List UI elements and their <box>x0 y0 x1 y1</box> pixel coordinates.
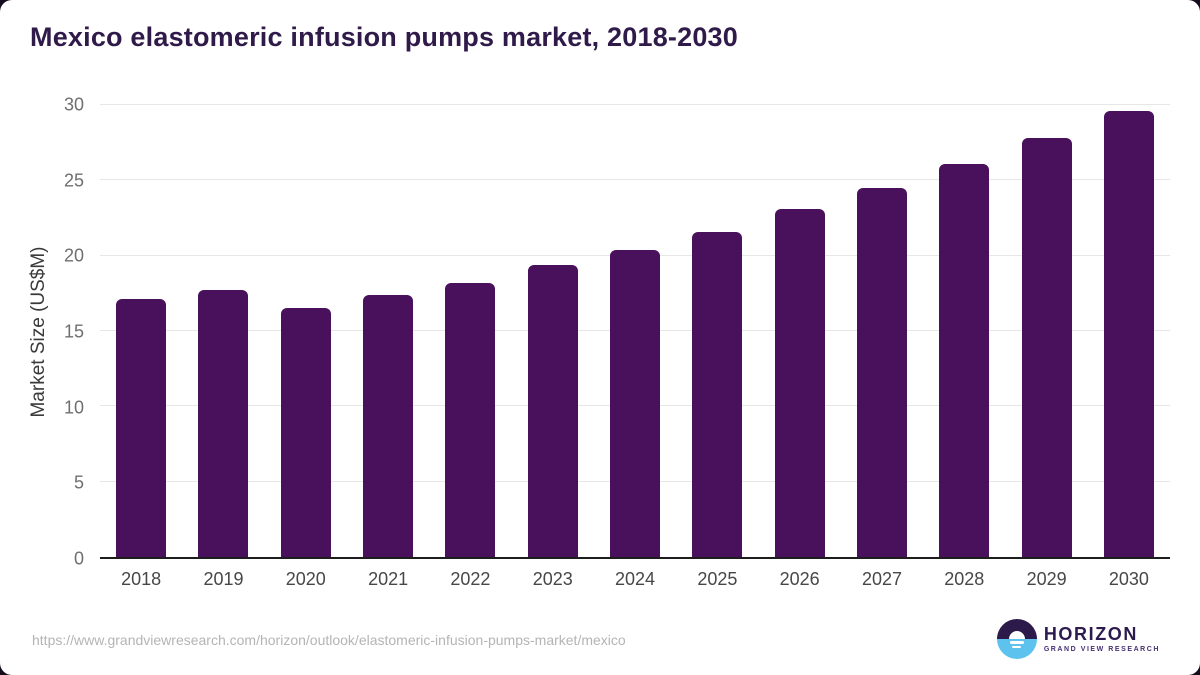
y-tick-label-30: 30 <box>63 94 84 115</box>
x-tick-label-2023: 2023 <box>532 569 573 589</box>
x-tick-label-2029: 2029 <box>1026 569 1067 589</box>
bar-2022 <box>445 282 496 557</box>
bar-series <box>100 105 1170 557</box>
bar-slot-2026 <box>759 105 841 557</box>
bar-2026 <box>774 208 825 557</box>
bar-2030 <box>1103 111 1154 557</box>
bar-slot-2024 <box>594 105 676 557</box>
y-tick-label-25: 25 <box>63 170 84 191</box>
bar-2028 <box>939 163 990 557</box>
horizon-logo-icon <box>996 619 1037 659</box>
bar-slot-2029 <box>1005 105 1087 557</box>
x-tick-label-2024: 2024 <box>615 569 656 589</box>
bar-slot-2030 <box>1088 105 1170 557</box>
logo-name: HORIZON <box>1043 624 1139 645</box>
y-tick-label-0: 0 <box>73 548 84 569</box>
x-tick-label-2022: 2022 <box>450 569 491 589</box>
bar-2020 <box>280 308 331 557</box>
bar-2025 <box>692 231 743 557</box>
y-tick-label-20: 20 <box>63 245 84 266</box>
x-tick-label-2026: 2026 <box>779 569 820 589</box>
gridline-25 <box>100 179 1170 181</box>
x-tick-label-2018: 2018 <box>121 569 162 589</box>
bar-2023 <box>527 264 578 557</box>
x-tick-label-2019: 2019 <box>203 569 244 589</box>
bar-2024 <box>610 249 661 557</box>
bar-slot-2027 <box>841 105 923 557</box>
bar-2018 <box>116 299 167 557</box>
plot-area <box>100 104 1170 559</box>
bar-slot-2025 <box>676 105 758 557</box>
bar-2019 <box>198 290 249 557</box>
bar-2027 <box>856 187 907 557</box>
x-tick-label-2027: 2027 <box>861 569 902 589</box>
y-tick-label-15: 15 <box>63 321 84 342</box>
chart-title: Mexico elastomeric infusion pumps market… <box>30 22 738 52</box>
bar-slot-2028 <box>923 105 1005 557</box>
logo-text: HORIZON GRAND VIEW RESEARCH <box>1044 625 1160 653</box>
bar-slot-2021 <box>347 105 429 557</box>
bar-slot-2018 <box>100 105 182 557</box>
x-tick-label-2028: 2028 <box>944 569 985 589</box>
horizon-wave-icon <box>1012 645 1022 648</box>
brand-logo: HORIZON GRAND VIEW RESEARCH <box>996 619 1160 659</box>
sun-icon <box>1008 631 1025 639</box>
x-tick-label-2021: 2021 <box>368 569 409 589</box>
logo-subtitle: GRAND VIEW RESEARCH <box>1043 645 1160 653</box>
gridline-30 <box>100 104 1170 105</box>
bar-slot-2020 <box>265 105 347 557</box>
y-tick-label-5: 5 <box>73 472 84 493</box>
bar-2021 <box>363 294 414 557</box>
y-axis-tick-labels: 0 5 10 15 20 25 30 <box>30 95 92 569</box>
x-tick-label-2025: 2025 <box>697 569 738 589</box>
x-axis-tick-labels: 2018 2019 2020 2021 2022 2023 2024 2025 2026 2027… <box>100 569 1170 590</box>
source-url: https://www.grandviewresearch.com/horizo… <box>32 632 626 648</box>
bar-2029 <box>1021 138 1072 557</box>
bar-slot-2019 <box>182 105 264 557</box>
bar-slot-2022 <box>429 105 511 557</box>
x-tick-label-2020: 2020 <box>285 569 326 589</box>
bar-slot-2023 <box>512 105 594 557</box>
horizon-wave-icon <box>1009 641 1024 644</box>
y-tick-label-10: 10 <box>63 397 84 418</box>
x-tick-label-2030: 2030 <box>1108 569 1149 589</box>
